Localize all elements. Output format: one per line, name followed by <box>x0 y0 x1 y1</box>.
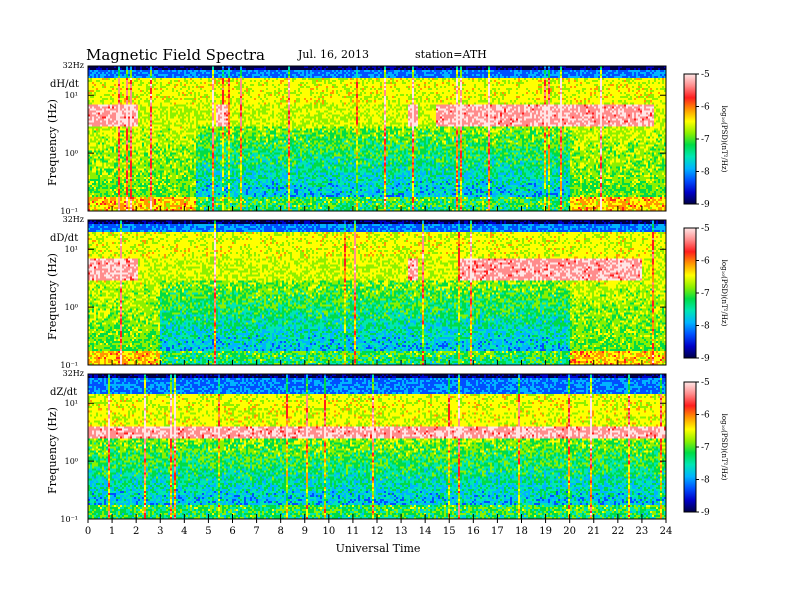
colorbar-tick-label: -5 <box>701 224 710 234</box>
x-tick-label: 19 <box>539 526 552 537</box>
colorbar-label: log₁₀(PSD)(nT²/Hz) <box>720 260 728 327</box>
x-tick-label: 21 <box>587 526 600 537</box>
colorbar-tick-label: -6 <box>701 411 710 421</box>
colorbar-scale <box>683 227 697 359</box>
y-tick-label: 10⁻¹ <box>60 515 78 524</box>
x-tick-label: 2 <box>133 526 139 537</box>
spectrogram-panel-1: dH/dt 32Hz 10¹ 10⁰ 10⁻¹ Frequency (Hz) <box>46 61 667 216</box>
x-tick-label: 9 <box>302 526 308 537</box>
date-label: Jul. 16, 2013 <box>297 48 369 61</box>
y-tick-label: 10¹ <box>65 399 78 408</box>
spectrogram-panel-2: dD/dt 32Hz 10¹ 10⁰ 10⁻¹ Frequency (Hz) <box>46 215 667 370</box>
x-axis: 0 1 2 3 4 5 6 7 8 9 10 11 12 13 14 15 16 17 18 19 20 21 22 23 24 <box>85 519 673 537</box>
y-tick-label: 10⁰ <box>65 457 78 466</box>
y-axis-title: Frequency (Hz) <box>46 99 59 186</box>
spectrogram-panels: dH/dt 32Hz 10¹ 10⁰ 10⁻¹ Frequency (Hz) dD/dt 32… <box>46 61 667 524</box>
x-tick-label: 0 <box>85 526 91 537</box>
station-label: station=ATH <box>415 48 487 61</box>
x-tick-label: 22 <box>611 526 624 537</box>
x-tick-label: 11 <box>347 526 360 537</box>
x-tick-label: 23 <box>636 526 649 537</box>
y-tick-label-top: 32Hz <box>63 61 84 70</box>
y-tick-label-top: 32Hz <box>63 215 84 224</box>
spectrogram-heatmap <box>88 220 666 365</box>
x-tick-label: 3 <box>157 526 163 537</box>
colorbar-tick-label: -5 <box>701 378 710 388</box>
x-tick-label: 15 <box>443 526 456 537</box>
colorbar-tick-label: -6 <box>701 257 710 267</box>
figure-title: Magnetic Field Spectra <box>86 46 265 64</box>
x-tick-label: 8 <box>277 526 283 537</box>
y-tick-label: 10⁻¹ <box>60 207 78 216</box>
y-tick-label: 10⁰ <box>65 149 78 158</box>
y-tick-label: 10⁻¹ <box>60 361 78 370</box>
colorbars: -5 -6 -7 -8 -9 log₁₀(PSD)(nT²/Hz) -5 -6 -7 -8 -9 lo… <box>683 70 728 518</box>
x-tick-label: 7 <box>253 526 259 537</box>
spectrogram-panel-3: dZ/dt 32Hz 10¹ 10⁰ 10⁻¹ Frequency (Hz) <box>46 369 667 524</box>
colorbar-scale <box>683 381 697 513</box>
x-tick-label: 6 <box>229 526 235 537</box>
x-tick-label: 20 <box>563 526 576 537</box>
colorbar-label: log₁₀(PSD)(nT²/Hz) <box>720 414 728 481</box>
x-tick-label: 5 <box>205 526 211 537</box>
y-tick-label: 10¹ <box>65 91 78 100</box>
colorbar-3: -5 -6 -7 -8 -9 log₁₀(PSD)(nT²/Hz) <box>683 378 728 518</box>
colorbar-2: -5 -6 -7 -8 -9 log₁₀(PSD)(nT²/Hz) <box>683 224 728 364</box>
component-label: dZ/dt <box>50 387 77 398</box>
colorbar-tick-label: -9 <box>701 354 710 364</box>
component-label: dD/dt <box>50 233 78 244</box>
colorbar-tick-label: -6 <box>701 103 710 113</box>
colorbar-tick-label: -7 <box>701 289 710 299</box>
component-label: dH/dt <box>50 79 79 90</box>
x-axis-title: Universal Time <box>336 542 421 555</box>
colorbar-tick-label: -9 <box>701 200 710 210</box>
colorbar-tick-label: -8 <box>701 322 710 332</box>
y-tick-label: 10⁰ <box>65 303 78 312</box>
colorbar-tick-label: -7 <box>701 443 710 453</box>
y-axis-title: Frequency (Hz) <box>46 407 59 494</box>
y-tick-label: 10¹ <box>65 245 78 254</box>
colorbar-tick-label: -5 <box>701 70 710 80</box>
colorbar-label: log₁₀(PSD)(nT²/Hz) <box>720 106 728 173</box>
y-tick-label-top: 32Hz <box>63 369 84 378</box>
spectrogram-heatmap <box>88 66 666 211</box>
x-tick-label: 24 <box>660 526 673 537</box>
colorbar-tick-label: -9 <box>701 508 710 518</box>
colorbar-1: -5 -6 -7 -8 -9 log₁₀(PSD)(nT²/Hz) <box>683 70 728 210</box>
colorbar-tick-label: -8 <box>701 168 710 178</box>
x-tick-label: 16 <box>467 526 480 537</box>
x-tick-label: 17 <box>491 526 504 537</box>
colorbar-tick-label: -8 <box>701 476 710 486</box>
x-tick-label: 4 <box>181 526 187 537</box>
colorbar-tick-label: -7 <box>701 135 710 145</box>
x-tick-label: 10 <box>322 526 335 537</box>
x-tick-label: 12 <box>371 526 384 537</box>
y-axis-title: Frequency (Hz) <box>46 253 59 340</box>
x-tick-label: 14 <box>419 526 432 537</box>
x-tick-label: 1 <box>109 526 115 537</box>
spectrogram-heatmap <box>88 374 666 519</box>
x-tick-label: 13 <box>395 526 408 537</box>
colorbar-scale <box>683 73 697 205</box>
x-tick-label: 18 <box>515 526 528 537</box>
